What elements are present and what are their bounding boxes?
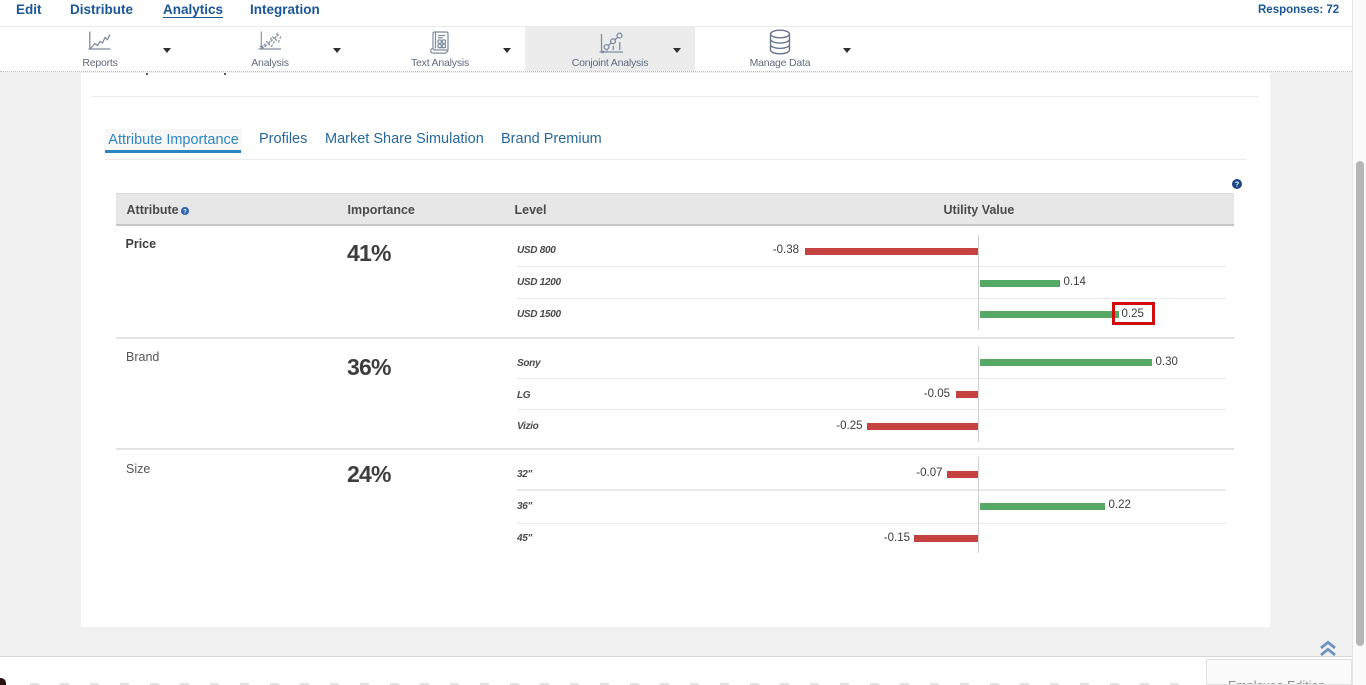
svg-text:?: ? [1235, 179, 1240, 188]
svg-text:?: ? [183, 209, 187, 215]
